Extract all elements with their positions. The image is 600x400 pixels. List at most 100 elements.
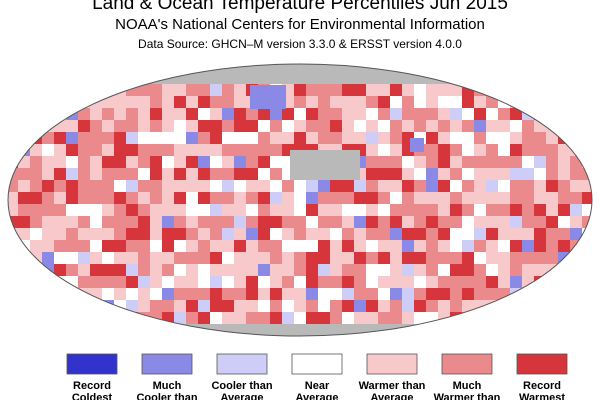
map-cell [126,192,138,204]
map-cell [174,96,186,108]
map-cell [270,120,282,132]
map-cell [198,64,210,72]
map-cell [546,132,558,144]
map-cell [210,276,222,288]
map-cell [558,288,570,300]
map-cell [54,252,66,264]
map-cell [462,180,474,192]
map-cell [126,264,138,276]
map-cell [210,204,222,216]
map-cell [594,156,600,168]
map-cell [498,192,510,204]
map-cell [114,252,126,264]
map-cell [138,72,150,84]
map-cell [198,120,210,132]
map-cell [486,324,498,336]
map-cell [366,84,378,96]
map-cell [18,84,30,96]
map-cell [42,192,54,204]
map-cell [162,336,174,348]
map-cell [198,276,210,288]
map-cell [462,324,474,336]
map-cell [186,96,198,108]
map-cell [102,228,114,240]
map-cell [378,276,390,288]
map-cell [366,204,378,216]
map-cell [450,228,462,240]
map-cell [138,276,150,288]
map-cell [402,72,414,84]
map-cell [30,276,42,288]
map-cell [522,132,534,144]
map-cell [78,204,90,216]
map-cell [198,216,210,228]
map-cell [186,264,198,276]
map-cell [426,228,438,240]
map-cell [306,64,318,72]
map-cell [102,108,114,120]
map-cell [366,72,378,84]
map-cell [474,108,486,120]
map-cell [426,240,438,252]
map-cell [222,72,234,84]
map-cell [138,240,150,252]
map-cell [30,240,42,252]
map-cell [306,192,318,204]
map-cell [294,204,306,216]
map-cell [570,96,582,108]
map-cell [246,192,258,204]
map-cell [450,216,462,228]
map-cell [582,156,592,168]
map-cell [30,64,42,72]
map-cell [570,132,582,144]
map-cell [342,252,354,264]
map-cell [78,276,90,288]
map-cell [18,336,30,348]
map-cell [162,252,174,264]
map-cell [342,132,354,144]
map-cell [126,64,138,72]
legend-label: Warmest [519,392,565,400]
map-cell [294,324,306,336]
map-cell [546,324,558,336]
map-cell [78,132,90,144]
map-cell [246,180,258,192]
map-cell [162,216,174,228]
map-cell [498,156,510,168]
map-cell [318,336,330,348]
map-cell [498,252,510,264]
map-cell [414,192,426,204]
map-cell [30,144,42,156]
map-cell [330,84,342,96]
map-cell [402,240,414,252]
map-cell [42,324,54,336]
map-cell [66,120,78,132]
map-cell [150,216,162,228]
map-cell [402,64,414,72]
map-cell [594,96,600,108]
map-cell [390,240,402,252]
map-cell [102,216,114,228]
map-cell [366,192,378,204]
map-cell [138,216,150,228]
map-cell [510,216,522,228]
map-cell [390,264,402,276]
map-cell [42,300,54,312]
map-cell [546,216,558,228]
map-cell [342,96,354,108]
map-cell [378,288,390,300]
map-cell [138,180,150,192]
map-cell [18,64,30,72]
map-cell [330,240,342,252]
map-cell [546,120,558,132]
map-cell [498,204,510,216]
map-cell [486,300,498,312]
map-cell [450,72,462,84]
map-cell [582,228,592,240]
map-cell [78,252,90,264]
map-cell [102,180,114,192]
map-cell [594,144,600,156]
map-cell [294,180,306,192]
map-cell [558,64,570,72]
map-cell [186,180,198,192]
